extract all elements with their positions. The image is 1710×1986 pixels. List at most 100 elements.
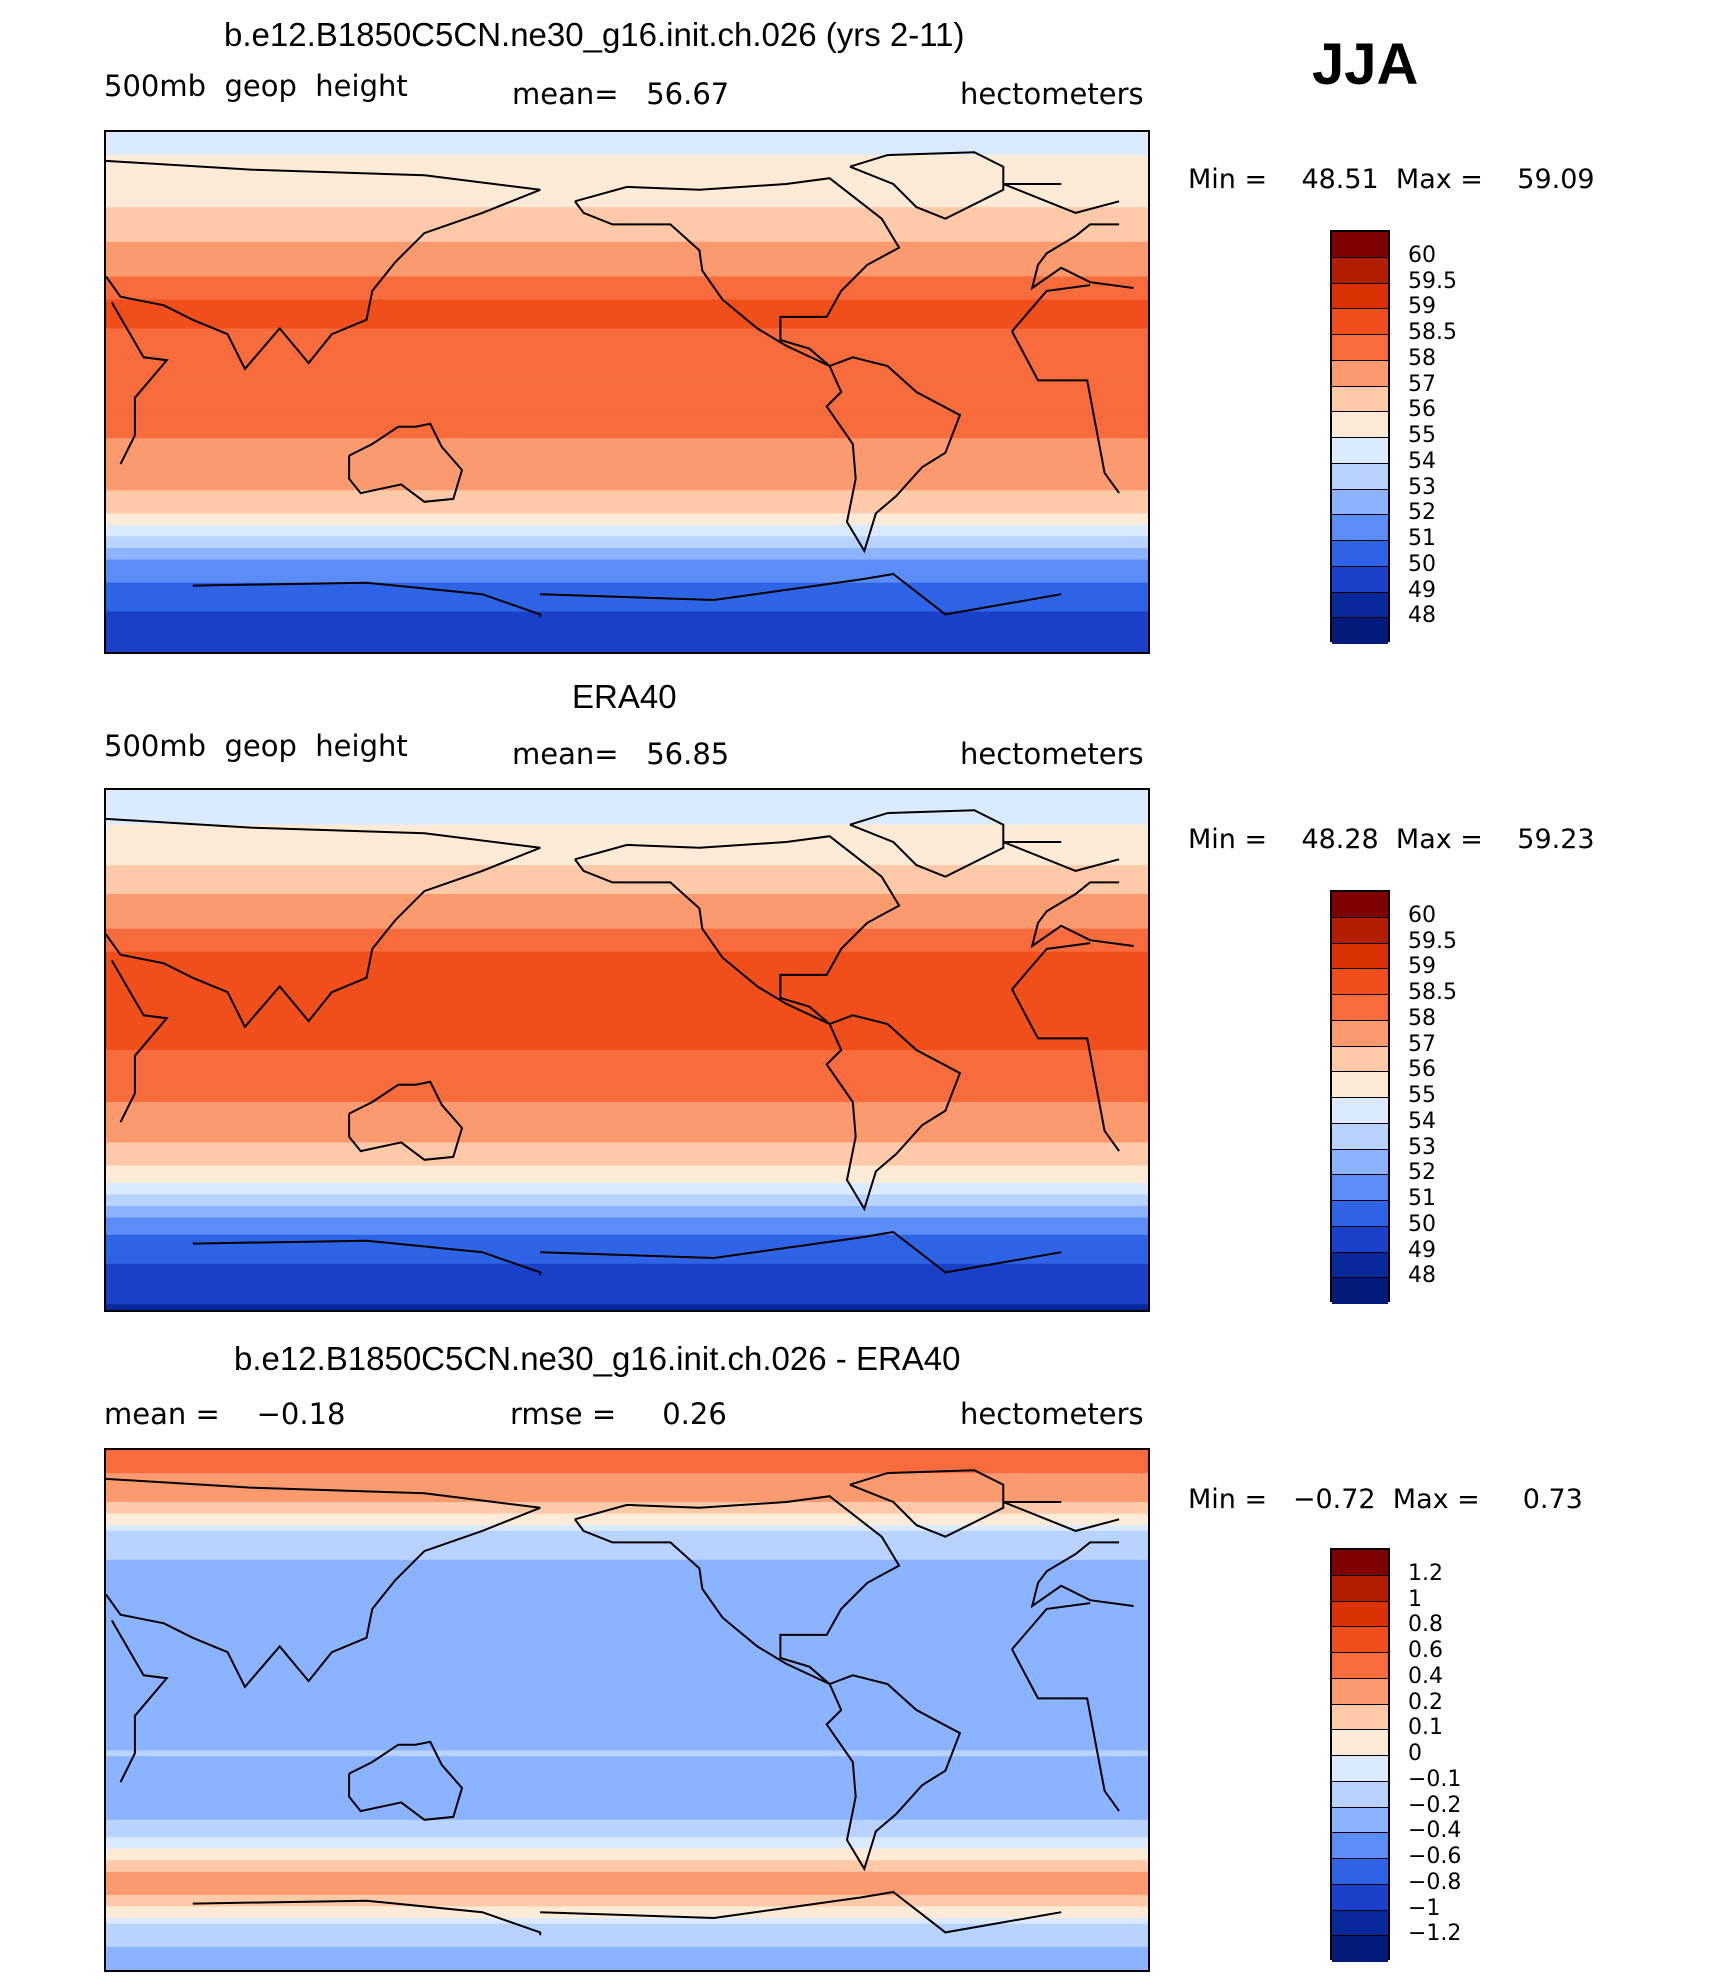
panel1-colorbar [1330, 230, 1390, 644]
latitude-band [106, 1055, 1148, 1063]
latitude-band [106, 461, 1148, 468]
latitude-band [106, 212, 1148, 220]
latitude-band [106, 530, 1148, 538]
latitude-band [106, 1623, 1148, 1630]
colorbar-label: 52 [1408, 1160, 1436, 1186]
colorbar-swatch [1332, 995, 1388, 1021]
latitude-band [106, 853, 1148, 860]
latitude-band [106, 1229, 1148, 1236]
latitude-band [106, 1182, 1148, 1190]
latitude-band [106, 1883, 1148, 1890]
coastline [106, 817, 541, 1029]
coastline [574, 835, 901, 1025]
colorbar-label: 58.5 [1408, 980, 1457, 1005]
colorbar-label: 58 [1408, 1005, 1436, 1031]
colorbar-label: −0.8 [1408, 1869, 1462, 1895]
colorbar-swatch [1332, 1807, 1388, 1834]
latitude-band [106, 1952, 1148, 1960]
latitude-band [106, 1663, 1148, 1671]
latitude-band [106, 1877, 1148, 1884]
colorbar-swatch [1332, 1756, 1388, 1782]
latitude-band [106, 1269, 1148, 1276]
latitude-band [106, 992, 1148, 999]
latitude-band [106, 922, 1148, 930]
coastline [1030, 223, 1134, 291]
latitude-band [106, 449, 1148, 457]
colorbar-label: 50 [1408, 1211, 1436, 1237]
latitude-band [106, 980, 1148, 988]
latitude-band [106, 149, 1148, 156]
latitude-band [106, 374, 1148, 382]
latitude-band [106, 1871, 1148, 1879]
latitude-band [106, 1738, 1148, 1746]
latitude-band [106, 1507, 1148, 1515]
coastline [110, 959, 169, 1123]
latitude-band [106, 801, 1148, 808]
latitude-band [106, 1130, 1148, 1138]
colorbar-swatch [1332, 1910, 1388, 1937]
latitude-band [106, 1929, 1148, 1936]
latitude-band [106, 1263, 1148, 1271]
latitude-band [106, 1582, 1148, 1590]
coastline [849, 809, 1005, 878]
map-canvas [106, 132, 1148, 652]
latitude-band [106, 166, 1148, 174]
latitude-band [106, 1750, 1148, 1757]
latitude-band [106, 1217, 1148, 1224]
latitude-band [106, 415, 1148, 422]
latitude-band [106, 368, 1148, 376]
latitude-band [106, 1652, 1148, 1659]
colorbar-swatch [1332, 1653, 1388, 1679]
panel2-colorbar [1330, 890, 1390, 1304]
panel1-mean-label: mean= 56.67 [512, 77, 730, 111]
coastline [1002, 841, 1120, 872]
colorbar-label: 57 [1408, 1031, 1436, 1057]
colorbar-swatch [1332, 1175, 1388, 1201]
latitude-band [106, 1819, 1148, 1827]
latitude-band [106, 1559, 1148, 1567]
colorbar-swatch [1332, 892, 1388, 918]
latitude-band [106, 1073, 1148, 1080]
latitude-band [106, 1159, 1148, 1167]
latitude-band [106, 1177, 1148, 1184]
latitude-band [106, 870, 1148, 878]
colorbar-swatch [1332, 1020, 1388, 1047]
latitude-band [106, 513, 1148, 520]
colorbar-label: 0 [1408, 1741, 1422, 1766]
latitude-band [106, 969, 1148, 976]
latitude-band [106, 160, 1148, 168]
colorbar-label: 60 [1408, 242, 1436, 268]
latitude-band [106, 1003, 1148, 1011]
latitude-band [106, 963, 1148, 970]
coastline [110, 301, 169, 465]
coastline [849, 151, 1005, 220]
latitude-band [106, 1136, 1148, 1144]
latitude-band [106, 1525, 1148, 1532]
latitude-band [106, 1808, 1148, 1815]
latitude-band [106, 1298, 1148, 1305]
latitude-band [106, 1837, 1148, 1844]
colorbar-swatch [1332, 1252, 1388, 1279]
latitude-band [106, 386, 1148, 393]
panel2-map [104, 788, 1150, 1312]
colorbar-label: 53 [1408, 474, 1436, 500]
latitude-band [106, 496, 1148, 503]
latitude-band [106, 426, 1148, 434]
latitude-band [106, 392, 1148, 399]
latitude-band [106, 1032, 1148, 1040]
latitude-band [106, 1894, 1148, 1902]
map-canvas [106, 790, 1148, 1310]
panel2-title: ERA40 [572, 678, 677, 715]
colorbar-label: 0.6 [1408, 1638, 1443, 1663]
latitude-band [106, 1900, 1148, 1908]
latitude-band [106, 1629, 1148, 1636]
latitude-band [106, 1107, 1148, 1115]
latitude-band [106, 1831, 1148, 1838]
colorbar-swatch [1332, 335, 1388, 361]
latitude-band [106, 247, 1148, 254]
latitude-band [106, 894, 1148, 901]
colorbar-label: −1 [1408, 1895, 1441, 1921]
latitude-band [106, 1026, 1148, 1034]
colorbar-label: 57 [1408, 371, 1436, 397]
latitude-band [106, 813, 1148, 820]
